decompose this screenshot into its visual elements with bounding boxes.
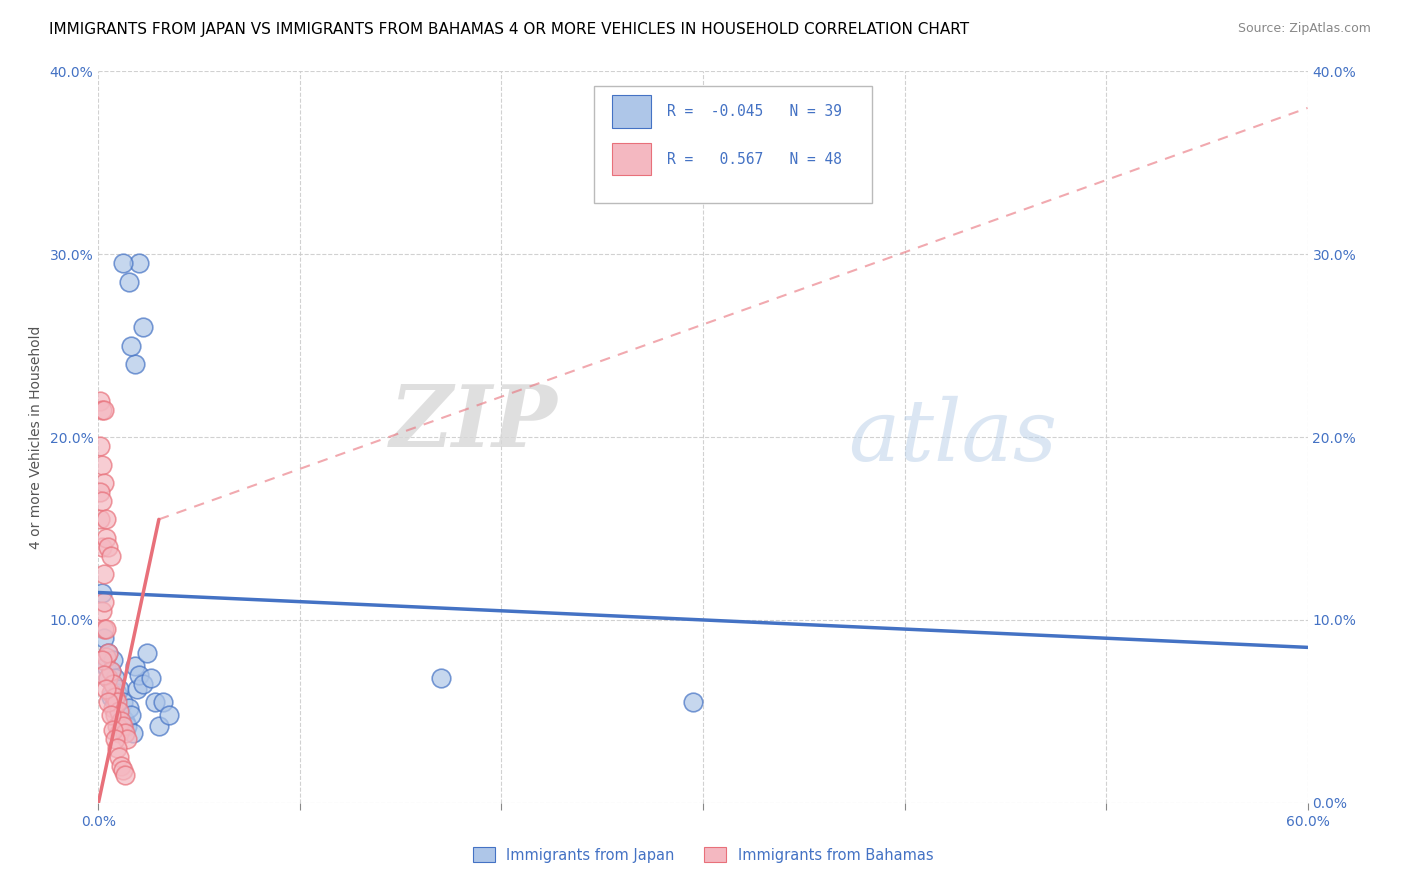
Point	[101, 677, 124, 691]
Point	[118, 700, 141, 714]
Point	[139, 672, 162, 686]
Point	[115, 719, 138, 733]
Point	[682, 695, 704, 709]
Point	[107, 705, 129, 719]
Point	[100, 708, 122, 723]
Point	[96, 682, 118, 697]
Point	[124, 357, 146, 371]
Point	[97, 672, 120, 686]
Point	[101, 653, 124, 667]
Point	[124, 658, 146, 673]
FancyBboxPatch shape	[613, 143, 651, 175]
Point	[135, 646, 157, 660]
Point	[103, 731, 125, 746]
Point	[89, 439, 111, 453]
Point	[128, 256, 150, 270]
Point	[93, 402, 115, 417]
Text: IMMIGRANTS FROM JAPAN VS IMMIGRANTS FROM BAHAMAS 4 OR MORE VEHICLES IN HOUSEHOLD: IMMIGRANTS FROM JAPAN VS IMMIGRANTS FROM…	[49, 22, 969, 37]
Point	[103, 672, 125, 686]
Text: atlas: atlas	[848, 396, 1057, 478]
Point	[93, 622, 115, 636]
Point	[103, 695, 125, 709]
Point	[111, 695, 134, 709]
Point	[91, 604, 114, 618]
Point	[101, 723, 124, 737]
Point	[114, 726, 136, 740]
FancyBboxPatch shape	[613, 95, 651, 128]
Point	[120, 338, 142, 352]
Point	[91, 402, 114, 417]
Text: ZIP: ZIP	[389, 381, 558, 464]
Point	[152, 695, 174, 709]
Point	[107, 705, 129, 719]
Point	[143, 695, 166, 709]
FancyBboxPatch shape	[595, 86, 872, 203]
Point	[110, 759, 132, 773]
Point	[107, 750, 129, 764]
Point	[97, 646, 120, 660]
Point	[89, 512, 111, 526]
Point	[430, 672, 453, 686]
Point	[115, 731, 138, 746]
Point	[96, 512, 118, 526]
Point	[93, 567, 115, 582]
Point	[100, 549, 122, 563]
Text: R =  -0.045   N = 39: R = -0.045 N = 39	[666, 104, 842, 120]
Point	[114, 768, 136, 782]
Point	[103, 690, 125, 704]
Point	[97, 695, 120, 709]
Point	[101, 677, 124, 691]
Point	[101, 700, 124, 714]
Point	[111, 719, 134, 733]
Legend: Immigrants from Japan, Immigrants from Bahamas: Immigrants from Japan, Immigrants from B…	[467, 841, 939, 869]
Point	[97, 672, 120, 686]
Point	[148, 719, 170, 733]
Point	[100, 690, 122, 704]
Point	[111, 763, 134, 777]
Point	[97, 646, 120, 660]
Point	[110, 708, 132, 723]
Point	[89, 393, 111, 408]
Point	[107, 726, 129, 740]
Text: Source: ZipAtlas.com: Source: ZipAtlas.com	[1237, 22, 1371, 36]
Point	[103, 708, 125, 723]
Point	[91, 585, 114, 599]
Text: R =   0.567   N = 48: R = 0.567 N = 48	[666, 152, 842, 167]
Point	[157, 708, 180, 723]
Point	[96, 649, 118, 664]
Point	[93, 475, 115, 490]
Point	[91, 653, 114, 667]
Point	[120, 708, 142, 723]
Point	[105, 719, 128, 733]
Point	[105, 740, 128, 755]
Point	[105, 695, 128, 709]
Point	[128, 667, 150, 681]
Point	[110, 714, 132, 728]
Point	[121, 726, 143, 740]
Point	[100, 686, 122, 700]
Point	[97, 540, 120, 554]
Point	[100, 664, 122, 678]
Point	[107, 682, 129, 697]
Point	[96, 622, 118, 636]
Point	[105, 686, 128, 700]
Point	[96, 531, 118, 545]
Point	[91, 494, 114, 508]
Point	[91, 458, 114, 472]
Point	[93, 594, 115, 608]
Point	[132, 677, 155, 691]
Point	[93, 632, 115, 646]
Point	[111, 256, 134, 270]
Point	[125, 682, 148, 697]
Point	[100, 664, 122, 678]
Point	[91, 540, 114, 554]
Point	[114, 714, 136, 728]
Point	[96, 658, 118, 673]
Y-axis label: 4 or more Vehicles in Household: 4 or more Vehicles in Household	[28, 326, 42, 549]
Point	[93, 667, 115, 681]
Point	[89, 485, 111, 500]
Point	[132, 320, 155, 334]
Point	[118, 275, 141, 289]
